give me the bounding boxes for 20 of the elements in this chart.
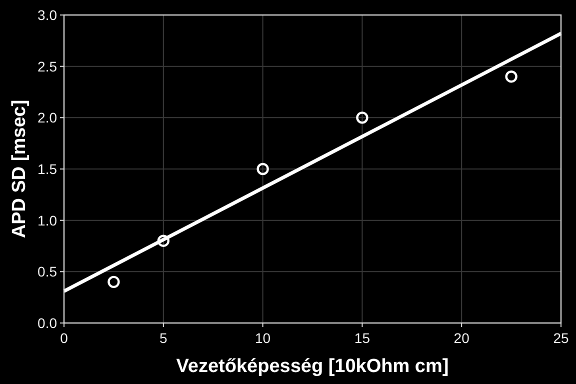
y-tick-label: 0.0	[38, 315, 58, 331]
point	[505, 70, 518, 83]
point	[157, 234, 170, 247]
y-tick-label: 2.0	[38, 110, 58, 126]
x-tick-label: 15	[354, 330, 370, 346]
x-tick-label: 20	[454, 330, 470, 346]
y-tick-label: 1.0	[38, 212, 58, 228]
y-axis-title: APD SD [msec]	[9, 100, 30, 238]
point	[356, 112, 368, 124]
point	[256, 162, 269, 176]
y-tick-label: 1.5	[38, 161, 58, 177]
x-tick-label: 25	[553, 330, 569, 346]
x-axis-title: Vezetőképesség [10kOhm cm]	[176, 356, 449, 377]
x-tick-label: 0	[60, 330, 68, 346]
y-tick-label: 2.5	[38, 58, 58, 74]
y-tick-label: 0.5	[38, 264, 58, 280]
y-tick-label: 3.0	[38, 7, 58, 23]
x-tick-label: 10	[255, 330, 271, 346]
x-tick-label: 5	[160, 330, 168, 346]
point	[108, 276, 120, 288]
